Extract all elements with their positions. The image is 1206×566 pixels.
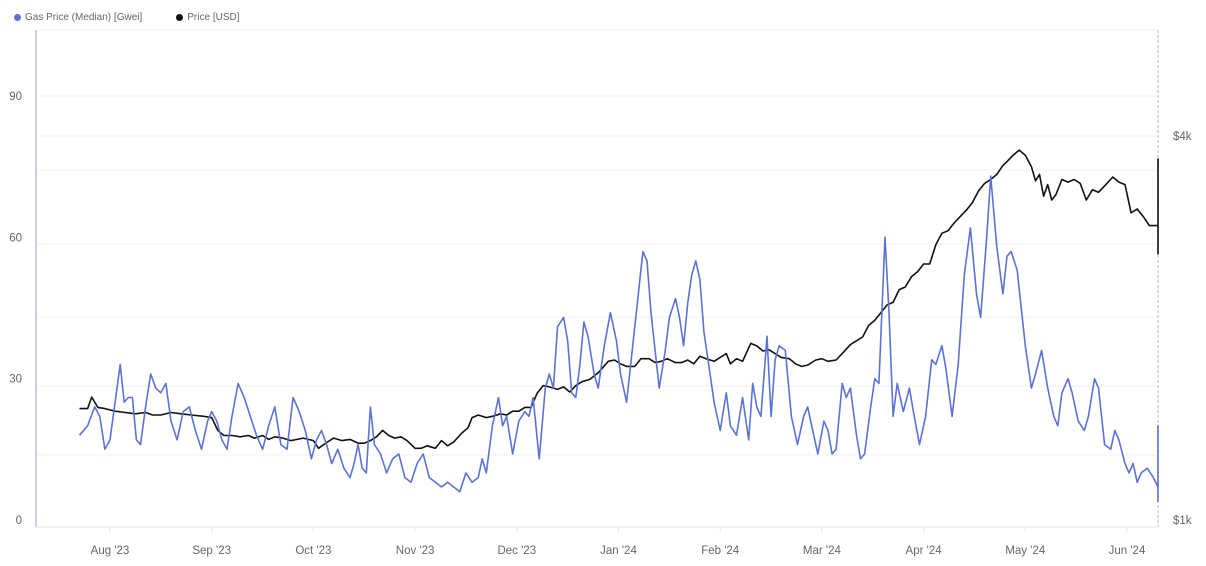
y-right-tick-label: $1k [1173,515,1192,527]
y-axis-right-labels: $1k $4k [1173,131,1192,527]
legend-label-gas-price: Gas Price (Median) [Gwei] [25,12,143,23]
y-left-tick-label: 30 [9,374,22,386]
x-tick-label: Sep '23 [192,545,231,557]
y-left-tick-label: 60 [9,232,22,244]
legend-label-price-usd: Price [USD] [187,12,240,23]
gridlines [36,29,1158,456]
chart-legend: Gas Price (Median) [Gwei] Price [USD] [14,12,240,23]
x-tick-label: Jun '24 [1109,545,1146,557]
x-tick-label: Jan '24 [600,545,637,557]
gas-price-series [78,175,1159,503]
legend-item-gas-price[interactable]: Gas Price (Median) [Gwei] [14,12,142,23]
y-left-tick-label: 0 [16,515,22,527]
x-tick-label: Nov '23 [396,545,435,557]
y-right-tick-label: $4k [1173,131,1192,143]
y-axis-left-labels: 0 30 60 90 [9,91,22,527]
gas-price-dot-icon [14,14,21,21]
x-tick-label: May '24 [1005,545,1046,557]
price-usd-dot-icon [176,14,184,21]
price-usd-series [79,149,1159,450]
x-tick-label: Feb '24 [701,545,740,557]
x-tick-label: Dec '23 [497,545,536,557]
x-tick-label: Aug '23 [91,545,130,557]
x-axis-labels: Aug '23 Sep '23 Oct '23 Nov '23 Dec '23 Jan '… [91,527,1146,557]
x-tick-label: Mar '24 [803,545,842,557]
x-tick-label: Apr '24 [906,545,943,557]
legend-item-price-usd[interactable]: Price [USD] [176,12,240,23]
x-tick-label: Oct '23 [295,545,331,557]
y-left-tick-label: 90 [9,91,22,103]
